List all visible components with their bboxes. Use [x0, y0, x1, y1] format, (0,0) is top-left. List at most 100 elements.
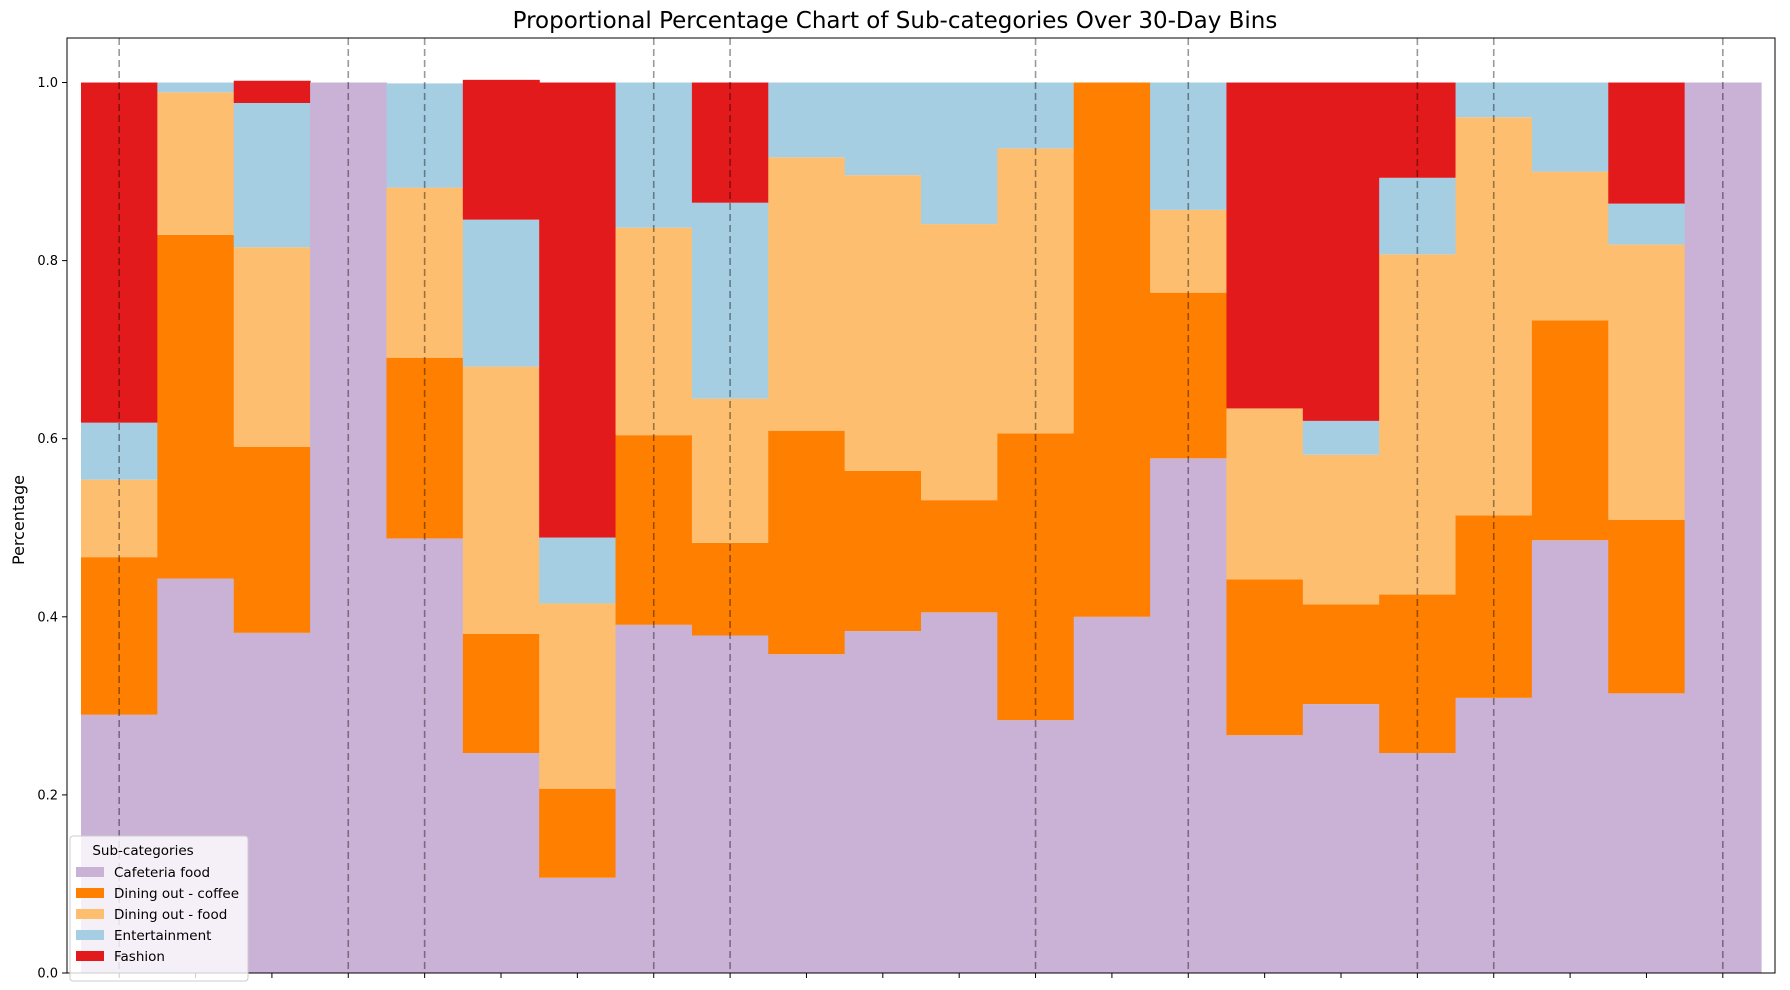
plot-frame — [66, 37, 1776, 974]
bar-segment — [1455, 515, 1533, 698]
bar-segment — [691, 542, 769, 636]
bar-segment — [768, 654, 846, 973]
bar-segment — [386, 83, 464, 188]
dashed-lines-layer — [118, 38, 1724, 973]
bar-segment — [1379, 594, 1457, 754]
bar-segment — [921, 82, 998, 225]
bar-segment — [691, 82, 769, 203]
bar-segment — [997, 148, 1075, 434]
legend-label: Entertainment — [114, 928, 211, 944]
legend-swatch — [76, 930, 104, 940]
legend-swatch — [76, 909, 104, 919]
y-axis-label: Percentage — [9, 475, 28, 565]
bar-segment — [539, 537, 617, 604]
chart-title: Proportional Percentage Chart of Sub-cat… — [513, 8, 1278, 34]
bar-segment — [1608, 203, 1686, 245]
bar-segment — [1455, 697, 1533, 973]
bar-segment — [1073, 616, 1151, 973]
bar-segment — [233, 103, 311, 248]
bar-segment — [615, 624, 693, 973]
bar-segment — [462, 366, 540, 634]
bar-segment — [386, 187, 464, 358]
bar-segment — [1302, 604, 1380, 705]
bar-segment — [1531, 171, 1609, 321]
bar-segment — [1531, 82, 1609, 172]
bar-segment — [921, 224, 998, 501]
legend-label: Dining out - food — [114, 907, 227, 923]
bar-segment — [844, 82, 922, 176]
legend-swatch — [76, 888, 104, 898]
bar-segment — [462, 219, 540, 367]
bar-segment — [1379, 254, 1457, 595]
bar-segment — [1150, 209, 1228, 293]
bar-segment — [157, 92, 235, 235]
y-tick-label: 0.8 — [37, 254, 58, 269]
bar-segment — [1226, 82, 1304, 409]
y-tick-label: 1.0 — [37, 76, 58, 91]
bar-segment — [1455, 82, 1533, 118]
bar-segment — [1531, 540, 1609, 973]
bar-segment — [768, 82, 846, 158]
bar-segment — [1608, 693, 1686, 973]
bar-segment — [81, 82, 158, 423]
bar-segment — [615, 227, 693, 436]
bar-segment — [462, 753, 540, 973]
bar-segment — [1379, 177, 1457, 255]
bar-segment — [233, 446, 311, 633]
bar-segment — [157, 234, 235, 579]
bar-segment — [615, 82, 693, 228]
bar-segment — [997, 720, 1075, 973]
bar-segment — [157, 82, 235, 93]
bar-segment — [1608, 244, 1686, 520]
legend-label: Cafeteria food — [114, 865, 210, 881]
bar-segment — [539, 82, 617, 538]
bar-segment — [1684, 82, 1762, 973]
bar-segment — [1150, 82, 1228, 210]
bar-segment — [81, 557, 158, 715]
bar-segment — [844, 175, 922, 471]
legend-swatch — [76, 867, 104, 877]
bar-segment — [691, 202, 769, 399]
bar-segment — [386, 538, 464, 973]
bar-segment — [81, 422, 158, 480]
bar-segment — [997, 433, 1075, 721]
bar-segment — [233, 247, 311, 447]
bar-segment — [462, 79, 540, 220]
bar-segment — [1608, 82, 1686, 204]
bar-segment — [462, 633, 540, 754]
bar-segment — [691, 398, 769, 543]
bar-segment — [539, 877, 617, 973]
bar-segment — [1379, 82, 1457, 178]
bar-segment — [844, 631, 922, 973]
bar-segment — [1608, 519, 1686, 694]
bar-segment — [1226, 579, 1304, 736]
legend-swatch — [76, 951, 104, 961]
bar-segment — [844, 470, 922, 632]
bar-segment — [1531, 320, 1609, 541]
bar-segment — [1073, 82, 1151, 617]
y-tick-label: 0.6 — [37, 432, 58, 447]
legend-label: Fashion — [114, 949, 165, 965]
bar-segment — [310, 82, 388, 973]
legend-items: Cafeteria food Dining out - coffee Dining … — [76, 865, 239, 965]
bar-segment — [615, 435, 693, 625]
ticks-layer: 0.0 0.2 0.4 0.6 0.8 1.0 — [37, 76, 1724, 982]
legend: Sub-categories Cafeteria food Dining out … — [69, 835, 249, 982]
bar-segment — [539, 788, 617, 878]
y-tick-label: 0.4 — [37, 610, 58, 625]
bar-segment — [921, 500, 998, 613]
bar-segment — [1302, 420, 1380, 455]
bar-segment — [386, 357, 464, 539]
bar-segment — [1379, 753, 1457, 973]
bar-segment — [1302, 454, 1380, 605]
legend-box — [69, 835, 249, 982]
bar-segment — [1226, 408, 1304, 580]
bar-segment — [1226, 735, 1304, 973]
bar-segment — [921, 612, 998, 973]
bar-segment — [1455, 117, 1533, 516]
bars-layer — [81, 79, 1762, 973]
bar-segment — [768, 157, 846, 431]
y-tick-label: 0.2 — [37, 788, 58, 803]
y-tick-label: 0.0 — [37, 967, 58, 982]
